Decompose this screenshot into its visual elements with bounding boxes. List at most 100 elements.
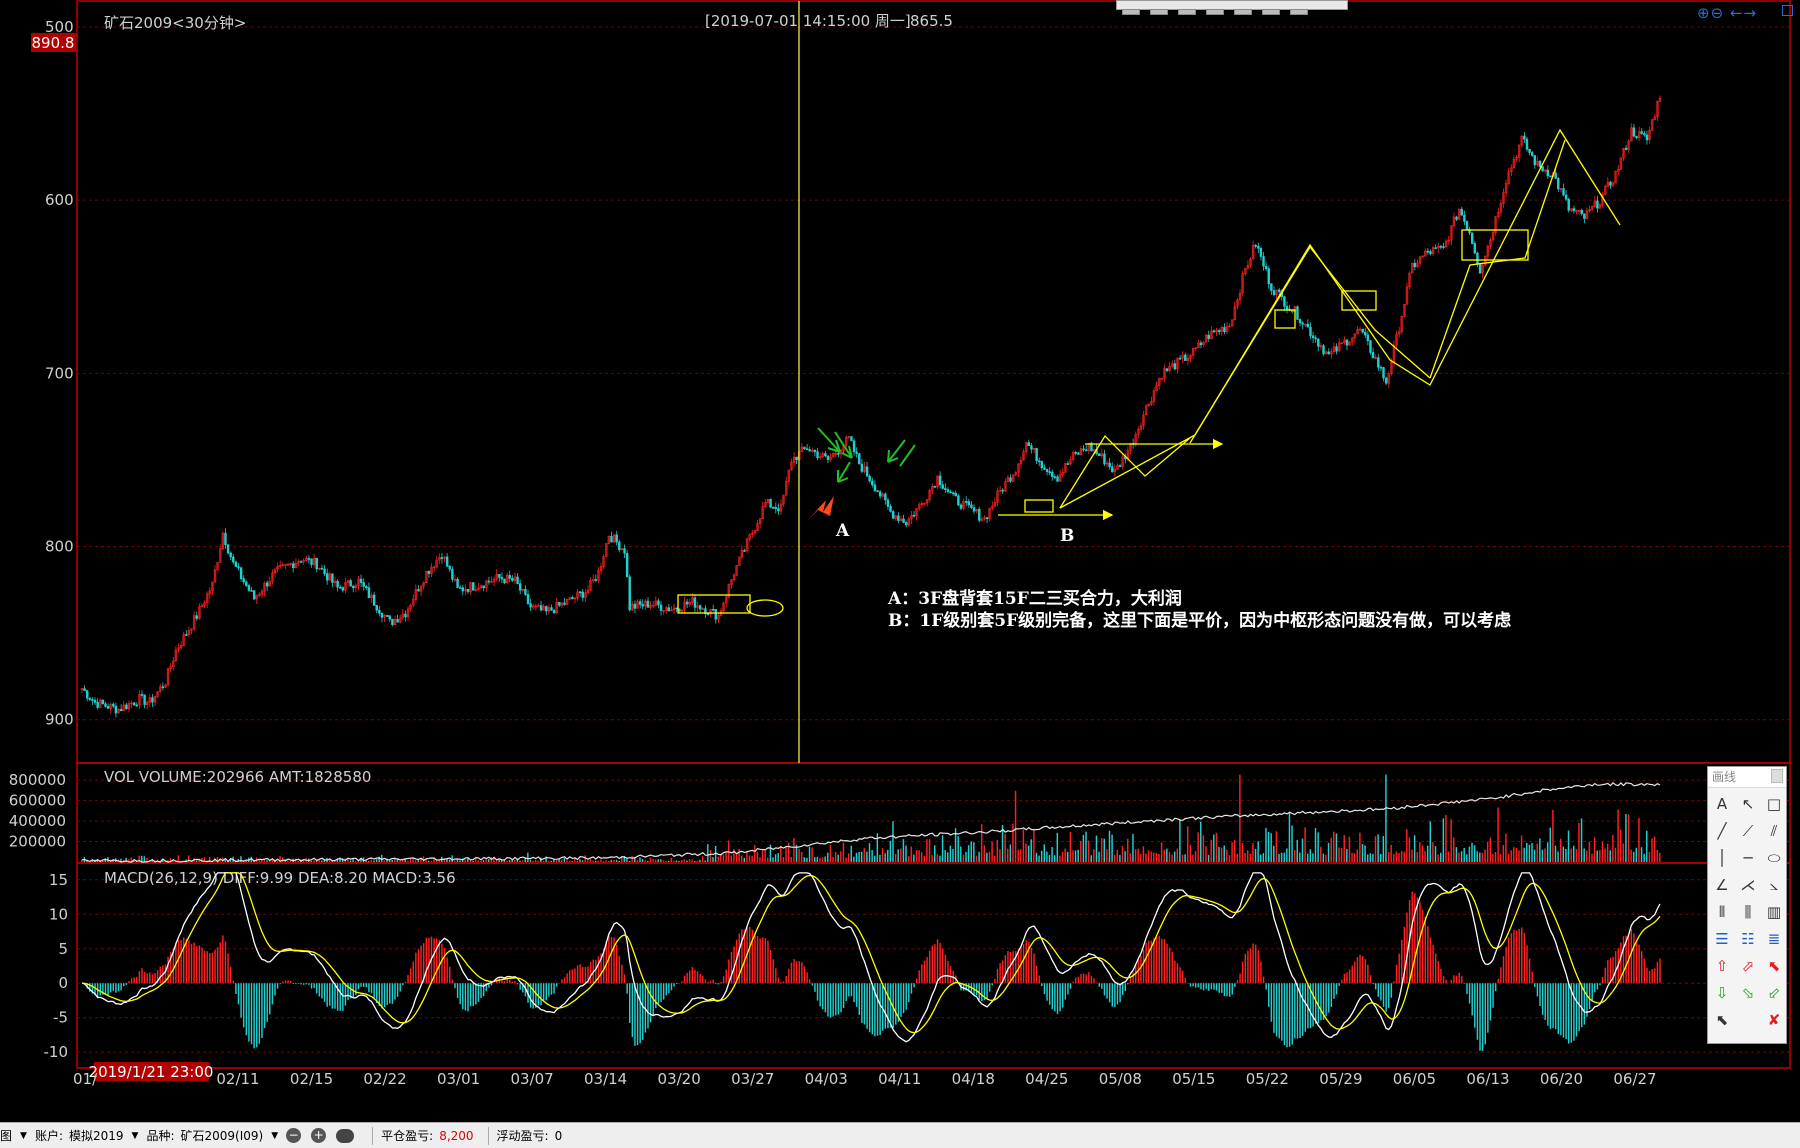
variety-select[interactable]: 矿石2009(I09) [180, 1129, 264, 1143]
dropdown-arrow-icon[interactable]: ▼ [20, 1130, 27, 1141]
volume-bar [735, 854, 738, 862]
down-left-arrow-icon[interactable]: ⬃ [1767, 983, 1781, 1002]
arrow-right-icon[interactable]: → [1743, 4, 1758, 22]
zoom-in-icon[interactable]: ⊕ [1697, 4, 1711, 22]
select-cursor-icon[interactable]: ⬉ [1715, 1010, 1729, 1029]
candle-body [409, 604, 412, 610]
candle-body [1277, 289, 1281, 292]
blank-tool[interactable] [1735, 1006, 1761, 1033]
volume-bar [704, 860, 706, 862]
ellipse-icon[interactable]: ⬭ [1767, 848, 1781, 867]
candle-body [203, 602, 206, 607]
toolbar-button[interactable] [1206, 9, 1224, 15]
down-right-arrow-icon[interactable]: ⬂ [1741, 983, 1755, 1002]
kline-chart[interactable]: 900 800 700 600 500 800000 600000 400000 200000… [0, 0, 1800, 1122]
zoom-out-icon[interactable]: ⊖ [1710, 4, 1725, 22]
vertical-line-icon[interactable]: │ [1717, 848, 1727, 867]
delete-icon[interactable]: ✘ [1767, 1010, 1781, 1029]
dropdown-arrow-icon[interactable]: ▼ [271, 1130, 279, 1141]
candle-body [145, 701, 149, 705]
up-left-arrow-icon[interactable]: ⬉ [1767, 956, 1781, 975]
fibonacci-time-icon[interactable]: ⫼ [1744, 902, 1752, 921]
candle-body [417, 589, 420, 592]
volume-bar [1471, 842, 1473, 862]
toolbar-button[interactable] [1178, 9, 1196, 15]
candle-body [1186, 357, 1190, 361]
pointer-arrow-icon[interactable]: ↖ [1741, 794, 1755, 813]
toolbar-button[interactable] [1122, 9, 1140, 15]
toolbar-button[interactable] [1262, 9, 1280, 15]
toolbar-button[interactable] [1290, 9, 1308, 15]
candle-body [1098, 453, 1101, 457]
candle-body [1212, 330, 1216, 333]
volume-bar [860, 851, 863, 862]
candle-body [391, 618, 394, 625]
percent-lines-icon[interactable]: ☷ [1741, 929, 1755, 948]
date-tick-label: 03/14 [584, 1070, 627, 1088]
volume-bar [999, 849, 1001, 862]
volume-bar [926, 839, 928, 862]
period-lines-icon[interactable]: ⦀ [1718, 902, 1726, 921]
histogram-icon[interactable]: ▥ [1766, 902, 1782, 921]
volume-bar [550, 860, 553, 862]
glasses-icon[interactable] [336, 1128, 355, 1143]
volume-bar [819, 857, 821, 862]
candle-body [1236, 299, 1239, 307]
volume-bar [897, 849, 899, 862]
candle-body [560, 602, 564, 606]
volume-bar [297, 860, 300, 862]
volume-bar [1395, 851, 1398, 862]
fan-icon[interactable]: ⋌ [1740, 875, 1756, 894]
candle-body [1332, 346, 1336, 353]
volume-bar [592, 860, 594, 862]
speed-lines-icon[interactable]: ≣ [1767, 929, 1781, 948]
candle-body [1077, 452, 1080, 455]
candle-body [1043, 467, 1046, 470]
volume-bar [1160, 842, 1163, 862]
candle-body [1314, 337, 1317, 340]
up-right-arrow-icon[interactable]: ⬀ [1741, 956, 1755, 975]
horizontal-line-icon[interactable]: ─ [1743, 848, 1753, 867]
candle-body [1210, 330, 1213, 339]
down-arrow-icon[interactable]: ⇩ [1715, 983, 1729, 1002]
gann-angle-icon[interactable]: ⦣ [1769, 875, 1779, 894]
parallel-lines-icon[interactable]: ⫽ [1770, 821, 1778, 840]
candle-body [1053, 476, 1057, 478]
arrow-left-icon[interactable]: ← [1729, 4, 1744, 22]
date-tick-label: 03/07 [510, 1070, 553, 1088]
candle-body [86, 690, 89, 699]
volume-bar [699, 859, 701, 862]
line-icon[interactable]: ╱ [1717, 821, 1727, 840]
text-tool-icon[interactable]: A [1716, 794, 1728, 813]
angle-icon[interactable]: ∠ [1715, 875, 1729, 894]
volume-bar [425, 859, 427, 862]
candle-body [594, 579, 598, 581]
rectangle-icon[interactable]: □ [1766, 794, 1782, 813]
account-label: 账户: [34, 1129, 63, 1143]
volume-bar [287, 860, 289, 862]
candle-body [991, 506, 994, 509]
restore-window-icon[interactable] [1782, 5, 1793, 16]
candle-body [469, 582, 472, 592]
volume-bar [1366, 854, 1369, 862]
plus-icon[interactable]: + [311, 1128, 327, 1143]
volume-bar [1025, 843, 1027, 862]
volume-bar [808, 846, 811, 862]
candle-body [1596, 200, 1599, 209]
candle-body [119, 709, 123, 712]
candle-body [565, 599, 569, 605]
gold-section-icon[interactable]: ☰ [1715, 929, 1729, 948]
minus-icon[interactable]: − [286, 1128, 302, 1143]
volume-bar [680, 859, 683, 862]
candle-body [1340, 342, 1344, 345]
up-arrow-icon[interactable]: ⇧ [1715, 956, 1729, 975]
panel-close-icon[interactable] [1771, 769, 1783, 783]
ray-icon[interactable]: ⟋ [1742, 821, 1754, 840]
top-toolbar[interactable] [1116, 0, 1348, 15]
dropdown-arrow-icon[interactable]: ▼ [131, 1130, 139, 1141]
candle-body [1296, 306, 1299, 320]
volume-bar [618, 860, 620, 862]
toolbar-button[interactable] [1150, 9, 1168, 15]
toolbar-button[interactable] [1234, 9, 1252, 15]
account-select[interactable]: 模拟2019 [68, 1129, 124, 1143]
